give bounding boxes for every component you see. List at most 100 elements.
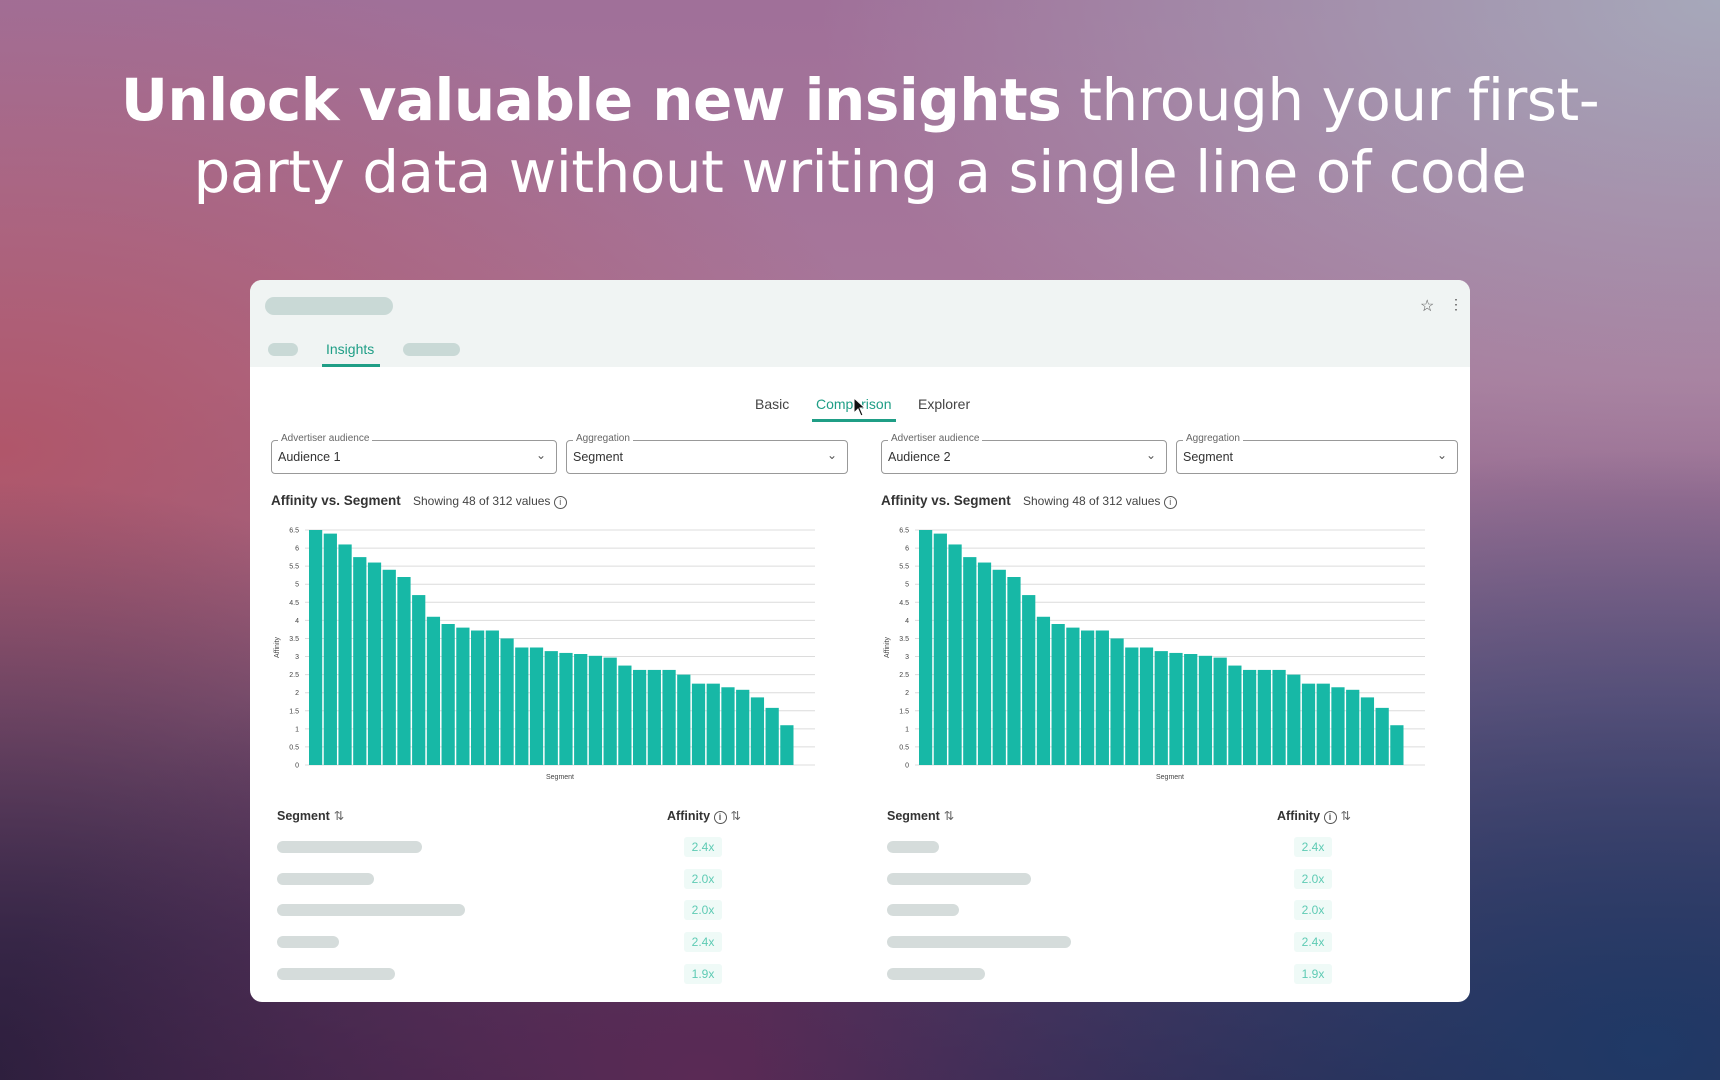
sort-icon[interactable]: ⇅ — [333, 809, 345, 823]
affinity-badge: 2.4x — [1294, 837, 1332, 857]
bar — [992, 569, 1006, 765]
affinity-column-header[interactable]: Affinity i ⇅ — [1277, 808, 1351, 824]
bar — [529, 647, 544, 765]
y-tick-label: 3.5 — [899, 636, 909, 643]
aggregation-select[interactable]: Aggregation Segment ⌄ — [566, 433, 848, 474]
segment-header-label: Segment — [277, 809, 330, 823]
affinity-badge: 2.0x — [1294, 900, 1332, 921]
bar — [367, 562, 382, 765]
affinity-bar-chart: 0 0.5 1 1.5 2 2.5 3 3.5 4 4.5 5 5.5 6 6.5 Segment Affin… — [884, 528, 1425, 781]
y-tick-label: 6.5 — [899, 528, 909, 535]
y-axis-label: Affinity — [274, 637, 281, 658]
bar — [426, 616, 441, 765]
audience-label: Advertiser audience — [278, 433, 373, 444]
bar — [441, 624, 455, 765]
affinity-badge: 2.0x — [684, 868, 722, 889]
bar — [948, 544, 962, 765]
bar — [933, 533, 947, 765]
chart-title: Affinity vs. Segment — [881, 493, 1011, 508]
bar — [559, 652, 573, 765]
bar — [1375, 707, 1389, 765]
tab-insights[interactable]: Insights — [326, 341, 375, 357]
y-tick-label: 0.5 — [289, 744, 299, 751]
bar — [588, 655, 603, 765]
bar — [1154, 651, 1168, 765]
aggregation-select[interactable]: Aggregation Segment ⌄ — [1176, 433, 1458, 474]
bar — [1110, 638, 1124, 765]
bar — [1257, 669, 1271, 765]
y-tick-label: 3 — [905, 654, 909, 661]
tab-placeholder[interactable] — [268, 343, 298, 356]
more-vertical-icon[interactable]: ⋮ — [1449, 296, 1463, 312]
values-count: Showing 48 of 312 values — [413, 494, 551, 508]
y-tick-label: 4 — [905, 618, 909, 625]
info-icon[interactable]: i — [1323, 811, 1337, 824]
y-tick-label: 0.5 — [899, 744, 909, 751]
star-icon[interactable]: ☆ — [1420, 298, 1435, 315]
y-tick-label: 2.5 — [899, 672, 909, 679]
bar — [1228, 665, 1242, 765]
segment-column-header[interactable]: Segment ⇅ — [277, 808, 344, 823]
info-icon[interactable]: i — [553, 496, 567, 509]
bar — [397, 577, 411, 765]
y-tick-label: 6.5 — [289, 528, 299, 535]
chevron-down-icon: ⌄ — [826, 448, 837, 462]
title-placeholder — [265, 297, 393, 315]
sort-icon[interactable]: ⇅ — [1340, 809, 1352, 823]
bar — [1007, 577, 1021, 765]
tab-active-indicator — [322, 364, 380, 367]
info-icon[interactable]: i — [1163, 496, 1177, 509]
audience-value: Audience 2 — [888, 450, 951, 464]
sort-icon[interactable]: ⇅ — [943, 809, 955, 823]
y-tick-label: 1 — [905, 726, 909, 733]
chart-title: Affinity vs. Segment — [271, 493, 401, 508]
bar — [1272, 669, 1286, 765]
segment-name-placeholder — [887, 936, 1071, 949]
segment-header-label: Segment — [887, 809, 940, 823]
segment-name-placeholder — [887, 872, 1031, 885]
bar — [765, 707, 779, 765]
y-tick-label: 0 — [905, 763, 909, 770]
bar — [780, 725, 794, 765]
chevron-down-icon: ⌄ — [1145, 448, 1156, 462]
bar — [1301, 683, 1316, 765]
bar — [1390, 725, 1404, 765]
bar — [1243, 669, 1257, 765]
subtab-explorer[interactable]: Explorer — [918, 396, 971, 412]
audience-select[interactable]: Advertiser audience Audience 2 ⌄ — [881, 433, 1167, 474]
bar — [412, 595, 426, 765]
subtab-basic[interactable]: Basic — [755, 396, 790, 412]
bar — [603, 657, 617, 765]
y-tick-label: 6 — [295, 546, 299, 553]
audience-select[interactable]: Advertiser audience Audience 1 ⌄ — [271, 433, 557, 474]
affinity-bar-chart: 0 0.5 1 1.5 2 2.5 3 3.5 4 4.5 5 5.5 6 6.5 Segment Affin… — [274, 528, 815, 781]
segment-column-header[interactable]: Segment ⇅ — [887, 808, 954, 823]
headline-line2: party data without writing a single line… — [193, 138, 1527, 206]
y-tick-label: 3.5 — [289, 636, 299, 643]
x-axis-label: Segment — [1156, 774, 1184, 781]
bar — [544, 651, 558, 765]
bar — [1036, 616, 1051, 765]
bar — [977, 562, 992, 765]
audience-value: Audience 1 — [278, 450, 341, 464]
bar — [515, 647, 529, 765]
segment-name-placeholder — [277, 936, 339, 949]
bar — [485, 630, 499, 765]
sort-icon[interactable]: ⇅ — [730, 809, 742, 823]
tab-placeholder[interactable] — [403, 343, 460, 356]
segment-name-placeholder — [277, 841, 422, 853]
bar — [500, 638, 514, 765]
bar — [677, 674, 691, 765]
affinity-header-label: Affinity — [667, 809, 711, 823]
info-icon[interactable]: i — [713, 811, 727, 824]
affinity-badge: 1.9x — [1294, 963, 1332, 984]
bar — [963, 557, 977, 765]
affinity-column-header[interactable]: Affinity i ⇅ — [667, 808, 741, 824]
headline: Unlock valuable new insights through you… — [0, 64, 1720, 208]
bar — [382, 569, 396, 765]
bar — [1095, 630, 1109, 765]
y-tick-label: 1 — [295, 726, 299, 733]
bar — [1125, 647, 1139, 765]
y-axis-label: Affinity — [884, 637, 891, 658]
bar — [647, 669, 661, 765]
